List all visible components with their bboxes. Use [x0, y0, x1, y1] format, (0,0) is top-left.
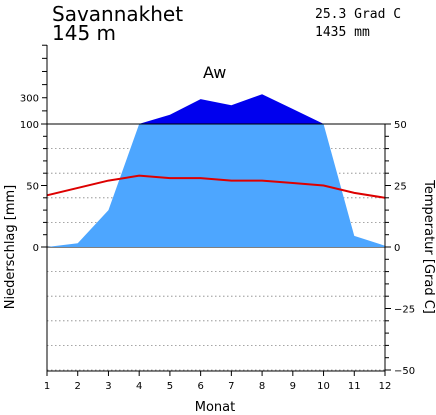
x-tick-label: 1: [44, 381, 50, 392]
x-tick-label: 4: [136, 381, 142, 392]
station-name: Savannakhet: [52, 2, 183, 26]
annual-precipitation: 1435 mm: [315, 25, 370, 40]
station-elevation: 145 m: [52, 21, 116, 45]
right-tick-label: 50: [394, 120, 407, 131]
x-tick-label: 5: [167, 381, 173, 392]
x-tick-label: 7: [228, 381, 234, 392]
right-tick-label: 25: [394, 182, 407, 193]
x-tick-label: 9: [290, 381, 296, 392]
left-tick-label: 300: [20, 94, 39, 105]
precipitation-excess-area: [47, 94, 385, 124]
x-tick-label: 3: [105, 381, 111, 392]
x-axis-title: Monat: [195, 400, 235, 415]
right-tick-label: 0: [394, 243, 400, 254]
right-axis-title: Temperatur [Grad C]: [421, 179, 436, 314]
left-tick-label: 0: [33, 243, 39, 254]
climate-class: Aw: [203, 63, 226, 82]
precipitation-areas: [47, 94, 385, 247]
right-tick-label: −25: [394, 305, 415, 316]
left-axis-title: Niederschlag [mm]: [3, 185, 18, 310]
x-tick-label: 11: [348, 381, 361, 392]
left-tick-label: 50: [26, 182, 39, 193]
x-tick-label: 6: [197, 381, 203, 392]
x-tick-label: 2: [75, 381, 81, 392]
x-tick-label: 12: [379, 381, 392, 392]
axes: [41, 44, 391, 376]
precipitation-area: [47, 124, 385, 247]
temperature-line: [46, 174, 386, 199]
right-tick-label: −50: [394, 366, 415, 377]
x-tick-label: 8: [259, 381, 265, 392]
x-tick-label: 10: [317, 381, 330, 392]
mean-temperature: 25.3 Grad C: [315, 7, 401, 22]
left-tick-label: 100: [20, 120, 39, 131]
